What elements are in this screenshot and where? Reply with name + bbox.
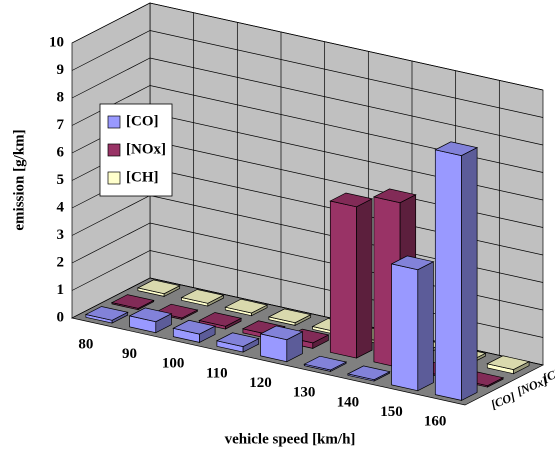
bar-top bbox=[372, 188, 417, 204]
y-tick-label: 3 bbox=[57, 227, 65, 243]
grid-line bbox=[71, 85, 544, 173]
depth-label: [CO] bbox=[489, 389, 517, 411]
grid-line bbox=[71, 2, 544, 91]
bar-side bbox=[356, 198, 373, 359]
bar-side bbox=[461, 147, 478, 401]
bar-front bbox=[391, 263, 419, 392]
y-axis-title: emission [g/km] bbox=[11, 129, 27, 230]
y-tick-label: 4 bbox=[57, 199, 65, 215]
bar bbox=[259, 325, 304, 363]
bar bbox=[198, 312, 243, 330]
legend-swatch bbox=[107, 171, 121, 185]
y-tick-label: 6 bbox=[57, 144, 65, 160]
bar bbox=[267, 308, 312, 326]
x-tick-label: 110 bbox=[206, 365, 228, 381]
bar-top bbox=[303, 355, 348, 371]
bar bbox=[390, 255, 435, 392]
y-tick-label: 10 bbox=[49, 34, 64, 50]
bar bbox=[128, 307, 173, 334]
grid-line bbox=[71, 57, 544, 146]
bar-top bbox=[84, 306, 129, 321]
bar bbox=[434, 141, 479, 401]
bar-top bbox=[180, 289, 225, 304]
bar-side bbox=[417, 261, 434, 392]
bar bbox=[215, 332, 260, 353]
bar-front bbox=[434, 149, 462, 401]
bar bbox=[329, 192, 374, 359]
bar-top bbox=[434, 141, 479, 156]
bar bbox=[136, 279, 181, 297]
bar-top bbox=[172, 319, 217, 335]
legend-label: [CH] bbox=[126, 169, 159, 185]
x-tick-label: 80 bbox=[78, 336, 93, 352]
x-tick-label: 90 bbox=[122, 346, 137, 362]
y-tick-label: 7 bbox=[57, 117, 65, 133]
x-tick-label: 100 bbox=[162, 356, 185, 372]
bar-top bbox=[215, 332, 260, 347]
legend-swatch bbox=[107, 115, 121, 129]
bar bbox=[180, 289, 225, 307]
y-tick-label: 5 bbox=[57, 172, 65, 188]
y-tick-label: 2 bbox=[57, 254, 65, 270]
legend: [CO] [NOx] [CH] bbox=[99, 103, 173, 197]
x-axis-title: vehicle speed [km/h] bbox=[225, 431, 356, 447]
legend-label: [CO] bbox=[126, 113, 159, 129]
bar bbox=[303, 355, 348, 372]
legend-label: [NOx] bbox=[126, 141, 166, 157]
bar-top bbox=[390, 255, 435, 271]
x-tick-label: 150 bbox=[380, 404, 403, 420]
bar bbox=[172, 319, 217, 343]
bar-top bbox=[346, 365, 391, 381]
bar-front bbox=[329, 200, 357, 359]
bar bbox=[346, 365, 391, 382]
bar bbox=[486, 355, 531, 375]
bar-top bbox=[110, 294, 155, 309]
x-tick-label: 140 bbox=[337, 394, 360, 410]
bar-top bbox=[224, 298, 269, 314]
legend-swatch bbox=[107, 143, 121, 157]
grid-line bbox=[71, 30, 544, 118]
bar-top bbox=[198, 312, 243, 327]
bar-top bbox=[128, 307, 173, 323]
y-tick-label: 8 bbox=[57, 89, 65, 105]
bar-top bbox=[486, 355, 531, 370]
bar bbox=[110, 294, 155, 311]
bar-top bbox=[136, 279, 181, 295]
y-tick-label: 9 bbox=[57, 62, 65, 78]
bar-top bbox=[267, 308, 312, 324]
y-tick-label: 0 bbox=[57, 309, 65, 325]
x-tick-label: 160 bbox=[424, 414, 447, 430]
bar-top bbox=[154, 303, 199, 319]
bar bbox=[84, 306, 129, 324]
y-tick-label: 1 bbox=[57, 282, 65, 298]
x-tick-label: 120 bbox=[249, 375, 272, 391]
bar-top bbox=[259, 325, 304, 341]
bar-top bbox=[329, 192, 374, 208]
bar bbox=[224, 298, 269, 317]
x-tick-label: 130 bbox=[293, 385, 316, 401]
